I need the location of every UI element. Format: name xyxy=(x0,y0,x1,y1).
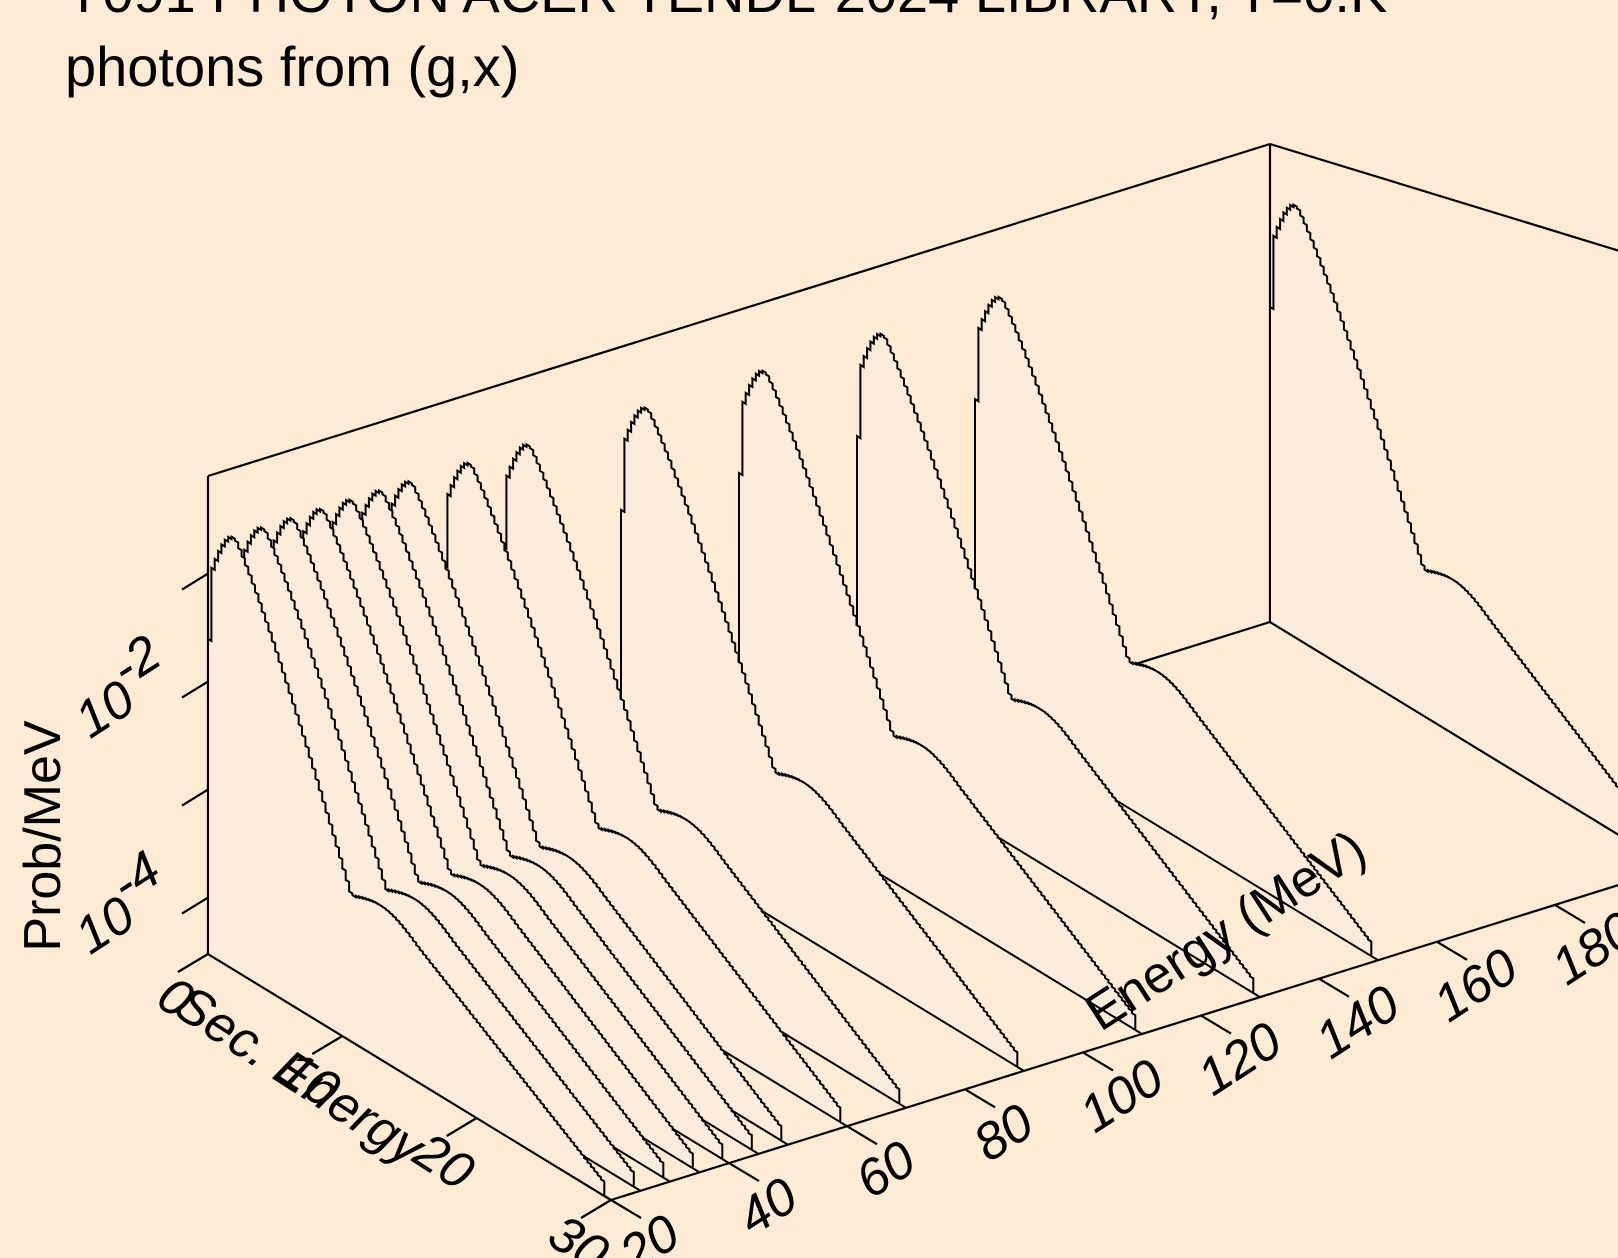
energy-tick-100 xyxy=(1082,1051,1114,1072)
energy-tick-label-120: 120 xyxy=(1188,1011,1292,1107)
sec-tick-30 xyxy=(580,1199,612,1219)
sec-tick-20 xyxy=(446,1117,478,1137)
spectra xyxy=(207,202,1618,1201)
axis-ticks xyxy=(177,572,1586,1219)
top-right-edge xyxy=(1269,142,1618,252)
spectrum-E150 xyxy=(974,295,1379,962)
energy-tick-60 xyxy=(846,1125,878,1146)
spectrum-E20 xyxy=(207,534,612,1201)
prob-axis-title: Prob/MeV xyxy=(14,720,72,952)
spectrum-E90 xyxy=(620,405,1025,1072)
energy-tick-120 xyxy=(1200,1014,1232,1035)
energy-tick-20 xyxy=(610,1199,642,1219)
back-top-edge xyxy=(207,142,1271,478)
sec-tick-label-30: 30 xyxy=(538,1204,618,1258)
energy-tick-160 xyxy=(1436,940,1468,961)
energy-tick-label-60: 60 xyxy=(846,1130,926,1210)
chart-subtitle: photons from (g,x) xyxy=(65,35,519,98)
energy-tick-label-100: 100 xyxy=(1070,1048,1174,1144)
sec-tick-0 xyxy=(177,953,209,973)
prob-tick--4 xyxy=(181,896,209,915)
energy-tick-label-160: 160 xyxy=(1424,938,1528,1034)
energy-tick-40 xyxy=(728,1162,760,1183)
prob-tick--2 xyxy=(181,680,209,699)
energy-tick-label-20: 20 xyxy=(609,1204,690,1258)
chart-title: Y091 PHOTON ACER TENDL-2024 LIBRARY, T=0… xyxy=(65,0,1387,24)
energy-tick-80 xyxy=(964,1088,996,1109)
spectrum-E110 xyxy=(738,368,1143,1035)
sec-tick-10 xyxy=(311,1035,343,1055)
energy-tick-140 xyxy=(1318,977,1350,998)
energy-tick-label-40: 40 xyxy=(728,1167,808,1247)
prob-tick--1 xyxy=(181,572,209,591)
energy-tick-label-80: 80 xyxy=(964,1093,1044,1173)
spectrum-E130 xyxy=(856,332,1261,998)
prob-tick--3 xyxy=(181,788,209,807)
energy-tick-label-140: 140 xyxy=(1306,974,1410,1070)
spectrum-E200 xyxy=(1269,202,1618,836)
energy-tick-180 xyxy=(1554,903,1586,924)
energy-tick-label-180: 180 xyxy=(1542,901,1618,997)
